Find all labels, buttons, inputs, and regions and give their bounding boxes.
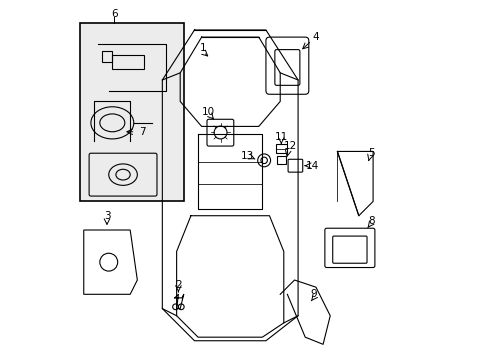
Text: 6: 6 (111, 9, 117, 19)
Text: 7: 7 (139, 127, 146, 137)
Text: 4: 4 (312, 32, 319, 42)
Text: 5: 5 (367, 148, 374, 158)
Text: 1: 1 (200, 43, 206, 53)
FancyBboxPatch shape (80, 23, 183, 202)
Bar (276, 156, 285, 164)
Text: 8: 8 (367, 216, 374, 226)
Text: 10: 10 (202, 107, 215, 117)
Text: 12: 12 (283, 141, 296, 151)
Bar (275, 144, 286, 153)
Bar (102, 51, 112, 62)
Text: 2: 2 (175, 280, 182, 291)
Text: 3: 3 (103, 211, 110, 221)
Text: 11: 11 (274, 132, 287, 142)
Text: 14: 14 (305, 161, 318, 171)
Text: 9: 9 (310, 289, 317, 299)
Bar (112, 55, 144, 69)
Text: 13: 13 (240, 151, 253, 161)
